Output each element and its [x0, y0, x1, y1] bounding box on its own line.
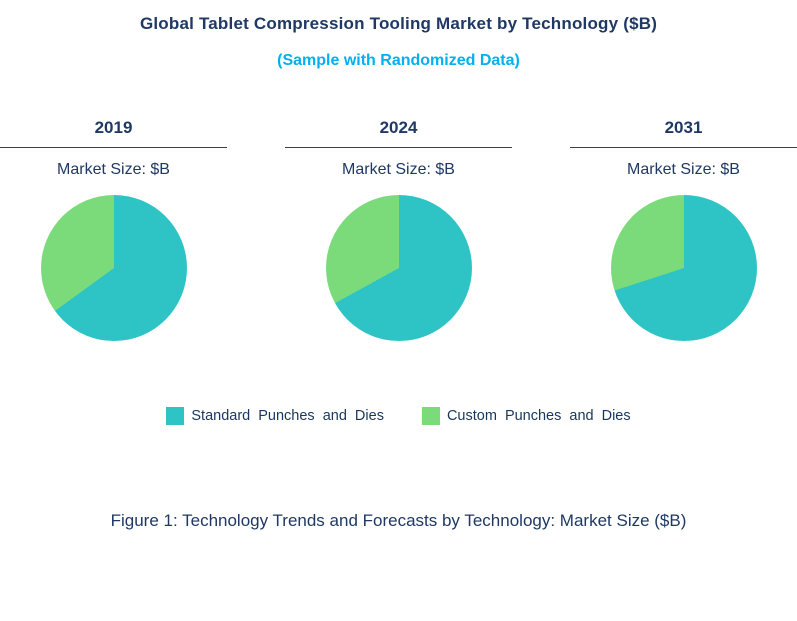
figure-caption: Figure 1: Technology Trends and Forecast…	[110, 511, 687, 530]
year-header-2019: 2019	[0, 118, 227, 148]
pie-chart-2019	[40, 195, 187, 341]
page-subtitle: (Sample with Randomized Data)	[277, 52, 520, 69]
legend-swatch-teal-icon	[166, 407, 185, 425]
legend-swatch-green-icon	[421, 407, 440, 425]
chart-column-2024: 2024 Market Size: $B	[285, 118, 512, 341]
pie-charts-row: 2019 Market Size: $B 2024 Market Size: $…	[0, 118, 797, 341]
market-size-label-2024: Market Size: $B	[342, 161, 455, 178]
market-size-label-2019: Market Size: $B	[57, 161, 170, 178]
chart-legend: Standard Punches and Dies Custom Punches…	[0, 407, 797, 425]
legend-item-standard: Standard Punches and Dies	[166, 407, 384, 425]
year-header-2024: 2024	[285, 118, 512, 148]
year-header-2031: 2031	[570, 118, 797, 148]
legend-label-custom: Custom Punches and Dies	[446, 408, 631, 424]
page-title: Global Tablet Compression Tooling Market…	[139, 14, 658, 33]
pie-chart-2024	[325, 195, 472, 341]
chart-column-2031: 2031 Market Size: $B	[570, 118, 797, 341]
market-size-label-2031: Market Size: $B	[627, 161, 740, 178]
legend-label-standard: Standard Punches and Dies	[191, 408, 384, 424]
chart-column-2019: 2019 Market Size: $B	[0, 118, 227, 341]
legend-item-custom: Custom Punches and Dies	[421, 407, 631, 425]
pie-chart-2031	[610, 195, 757, 341]
